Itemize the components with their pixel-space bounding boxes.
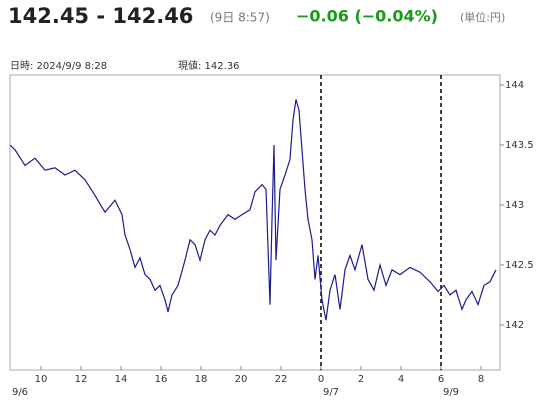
price-line [9, 99, 497, 321]
time-label: (9日 8:57) [210, 11, 270, 25]
x-tick-label: 18 [195, 374, 208, 385]
x-tick-label: 10 [35, 374, 48, 385]
x-tick-label: 12 [75, 374, 88, 385]
y-tick-label: 144 [505, 80, 524, 91]
current-label: 現値: 142.36 [178, 59, 240, 72]
x-tick-label: 22 [275, 374, 288, 385]
y-tick-label: 142.5 [505, 260, 534, 271]
x-tick-label: 4 [398, 374, 404, 385]
change-label: −0.06 (−0.04%) [296, 7, 438, 26]
y-tick-label: 143 [505, 200, 524, 211]
date-label: 9/7 [323, 387, 339, 398]
plot-frame [9, 74, 501, 371]
x-tick-label: 0 [318, 374, 324, 385]
datetime-label: 日時: 2024/9/9 8:28 [10, 60, 107, 72]
unit-label: (単位:円) [460, 10, 505, 24]
date-label: 9/6 [12, 387, 28, 398]
x-tick-label: 14 [115, 374, 128, 385]
date-label: 9/9 [443, 387, 459, 398]
y-tick-label: 143.5 [505, 140, 534, 151]
x-tick-label: 8 [478, 374, 484, 385]
x-tick-label: 2 [358, 374, 364, 385]
price-title: 142.45 - 142.46 [8, 4, 193, 28]
x-tick-label: 6 [438, 374, 444, 385]
y-tick-label: 142 [505, 320, 524, 331]
x-tick-label: 16 [155, 374, 168, 385]
x-tick-label: 20 [235, 374, 248, 385]
